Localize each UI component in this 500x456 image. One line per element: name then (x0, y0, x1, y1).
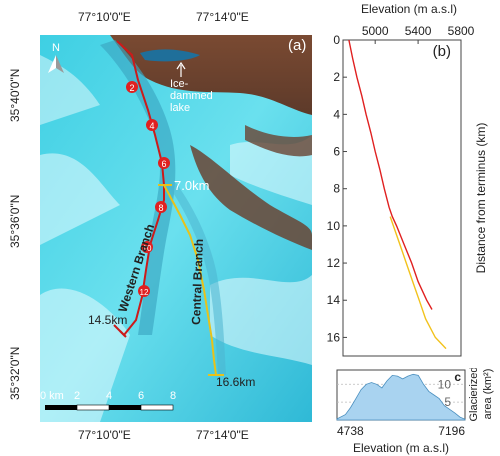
satellite-map: 2 4 6 8 10 12 Western Branch Central Bra… (40, 35, 312, 422)
map-top-tick-1: 77°10'0"E (78, 10, 131, 24)
rock-flank-2 (245, 125, 312, 157)
glacier-tongue (100, 40, 176, 335)
marker-8-label: 8 (158, 203, 163, 213)
central-branch-label: Central Branch (189, 239, 206, 325)
profile-panel-label: (b) (433, 43, 451, 60)
profile-series (348, 39, 447, 350)
profile-x-tick-label-0: 5000 (362, 24, 389, 38)
profile-series-line-0 (348, 39, 433, 310)
profile-x-axis-label: Elevation (m a.s.l) (361, 2, 457, 16)
marker-4-circle (146, 119, 158, 131)
marker-2-label: 2 (129, 83, 134, 93)
lake-label-line-1: Ice- (170, 78, 189, 90)
lake-arrowhead (176, 61, 186, 70)
hypsometry-y-label-line-1: Glacierized (468, 368, 480, 422)
scale-6-label: 6 (138, 390, 145, 402)
map-left-tick-1: 35°40'0"N (8, 68, 22, 122)
profile-x-ticks: 5000 5400 5800 (362, 24, 475, 44)
map-left-tick-3: 35°32'0"N (8, 346, 22, 400)
western-branch-line (116, 40, 165, 337)
marker-6-label: 6 (161, 159, 166, 169)
map-bottom-tick-2: 77°14'0"E (196, 428, 249, 442)
profile-series-line-1 (389, 216, 447, 350)
scale-8-label: 8 (170, 390, 177, 402)
central-branch-line (163, 184, 217, 376)
map-panel-label: (a) (288, 37, 307, 54)
marker-10-label: 10 (143, 244, 152, 253)
lake-label-line-2: dammed (170, 90, 213, 102)
marker-8-circle (155, 201, 167, 213)
snow-ridges (40, 55, 312, 422)
profile-y-tick-label-5: 10 (327, 219, 341, 233)
central-length-label: 16.6km (216, 375, 256, 389)
scale-bar (45, 404, 174, 411)
elevation-profile-chart: Elevation (m a.s.l) 5000 5400 5800 0 2 4 6 8 10… (327, 2, 488, 357)
profile-y-tick-label-0: 0 (333, 33, 340, 47)
profile-x-tick-label-2: 5800 (448, 24, 475, 38)
lake-label-line-3: lake (170, 102, 191, 114)
hypsometry-area (336, 373, 466, 421)
profile-y-tick-label-1: 2 (333, 70, 340, 84)
map-left-tick-2: 35°36'0"N (8, 194, 22, 248)
hypsometry-x-tick-label-0: 4738 (337, 424, 364, 438)
hypsometry-x-axis-label: Elevation (m a.s.l) (353, 441, 449, 455)
hypsometry-y-tick-label-1: 10 (438, 377, 452, 391)
hypsometry-x-ticks: 4738 7196 (337, 424, 465, 438)
hypsometry-y-label-line-2: area (km²) (482, 369, 494, 420)
north-arrow: N (48, 42, 64, 73)
hypsometry-y-ticks: 510 (438, 377, 452, 409)
lake-label: Ice- dammed lake (170, 78, 213, 114)
rock-flank (190, 145, 312, 250)
hypsometry-x-tick-label-1: 7196 (438, 424, 465, 438)
profile-y-tick-label-7: 14 (327, 293, 341, 307)
profile-y-tick-label-2: 4 (333, 107, 340, 121)
profile-plot-frame (342, 39, 462, 357)
marker-12-label: 12 (140, 288, 149, 297)
western-branch-end-tick (113, 324, 127, 338)
profile-y-tick-label-4: 8 (333, 182, 340, 196)
hypsometry-panel-label: c (454, 370, 461, 384)
scale-0-label: 0 km (40, 390, 64, 402)
marker-12-circle (138, 285, 150, 297)
profile-y-tick-label-6: 12 (327, 256, 341, 270)
profile-x-tick-label-1: 5400 (405, 24, 432, 38)
profile-y-ticks: 0 2 4 6 8 10 12 14 16 (327, 33, 347, 344)
western-length-label: 14.5km (88, 313, 128, 327)
scale-4-label: 4 (106, 390, 113, 402)
central-glacier (168, 183, 226, 375)
distance-markers: 2 4 6 8 10 12 (126, 81, 170, 297)
map-image: 2 4 6 8 10 12 Western Branch Central Bra… (40, 35, 312, 422)
profile-y-tick-label-8: 16 (327, 330, 341, 344)
north-label: N (52, 42, 60, 54)
marker-10-circle (141, 241, 153, 253)
marker-2-circle (126, 81, 138, 93)
marker-4-label: 4 (149, 121, 154, 131)
hypsometry-chart: 510 4738 7196 c Elevation (m a.s.l) Glaci… (336, 368, 494, 455)
hypsometry-y-tick-label-0: 5 (444, 395, 451, 409)
profile-y-tick-label-3: 6 (333, 145, 340, 159)
profile-y-axis-label: Distance from terminus (km) (474, 123, 488, 274)
map-bottom-tick-1: 77°10'0"E (78, 428, 131, 442)
junction-label: 7.0km (174, 178, 210, 193)
map-top-tick-2: 77°14'0"E (196, 10, 249, 24)
marker-6-circle (158, 157, 170, 169)
ice-dammed-lake (140, 49, 200, 62)
scale-2-label: 2 (74, 390, 81, 402)
